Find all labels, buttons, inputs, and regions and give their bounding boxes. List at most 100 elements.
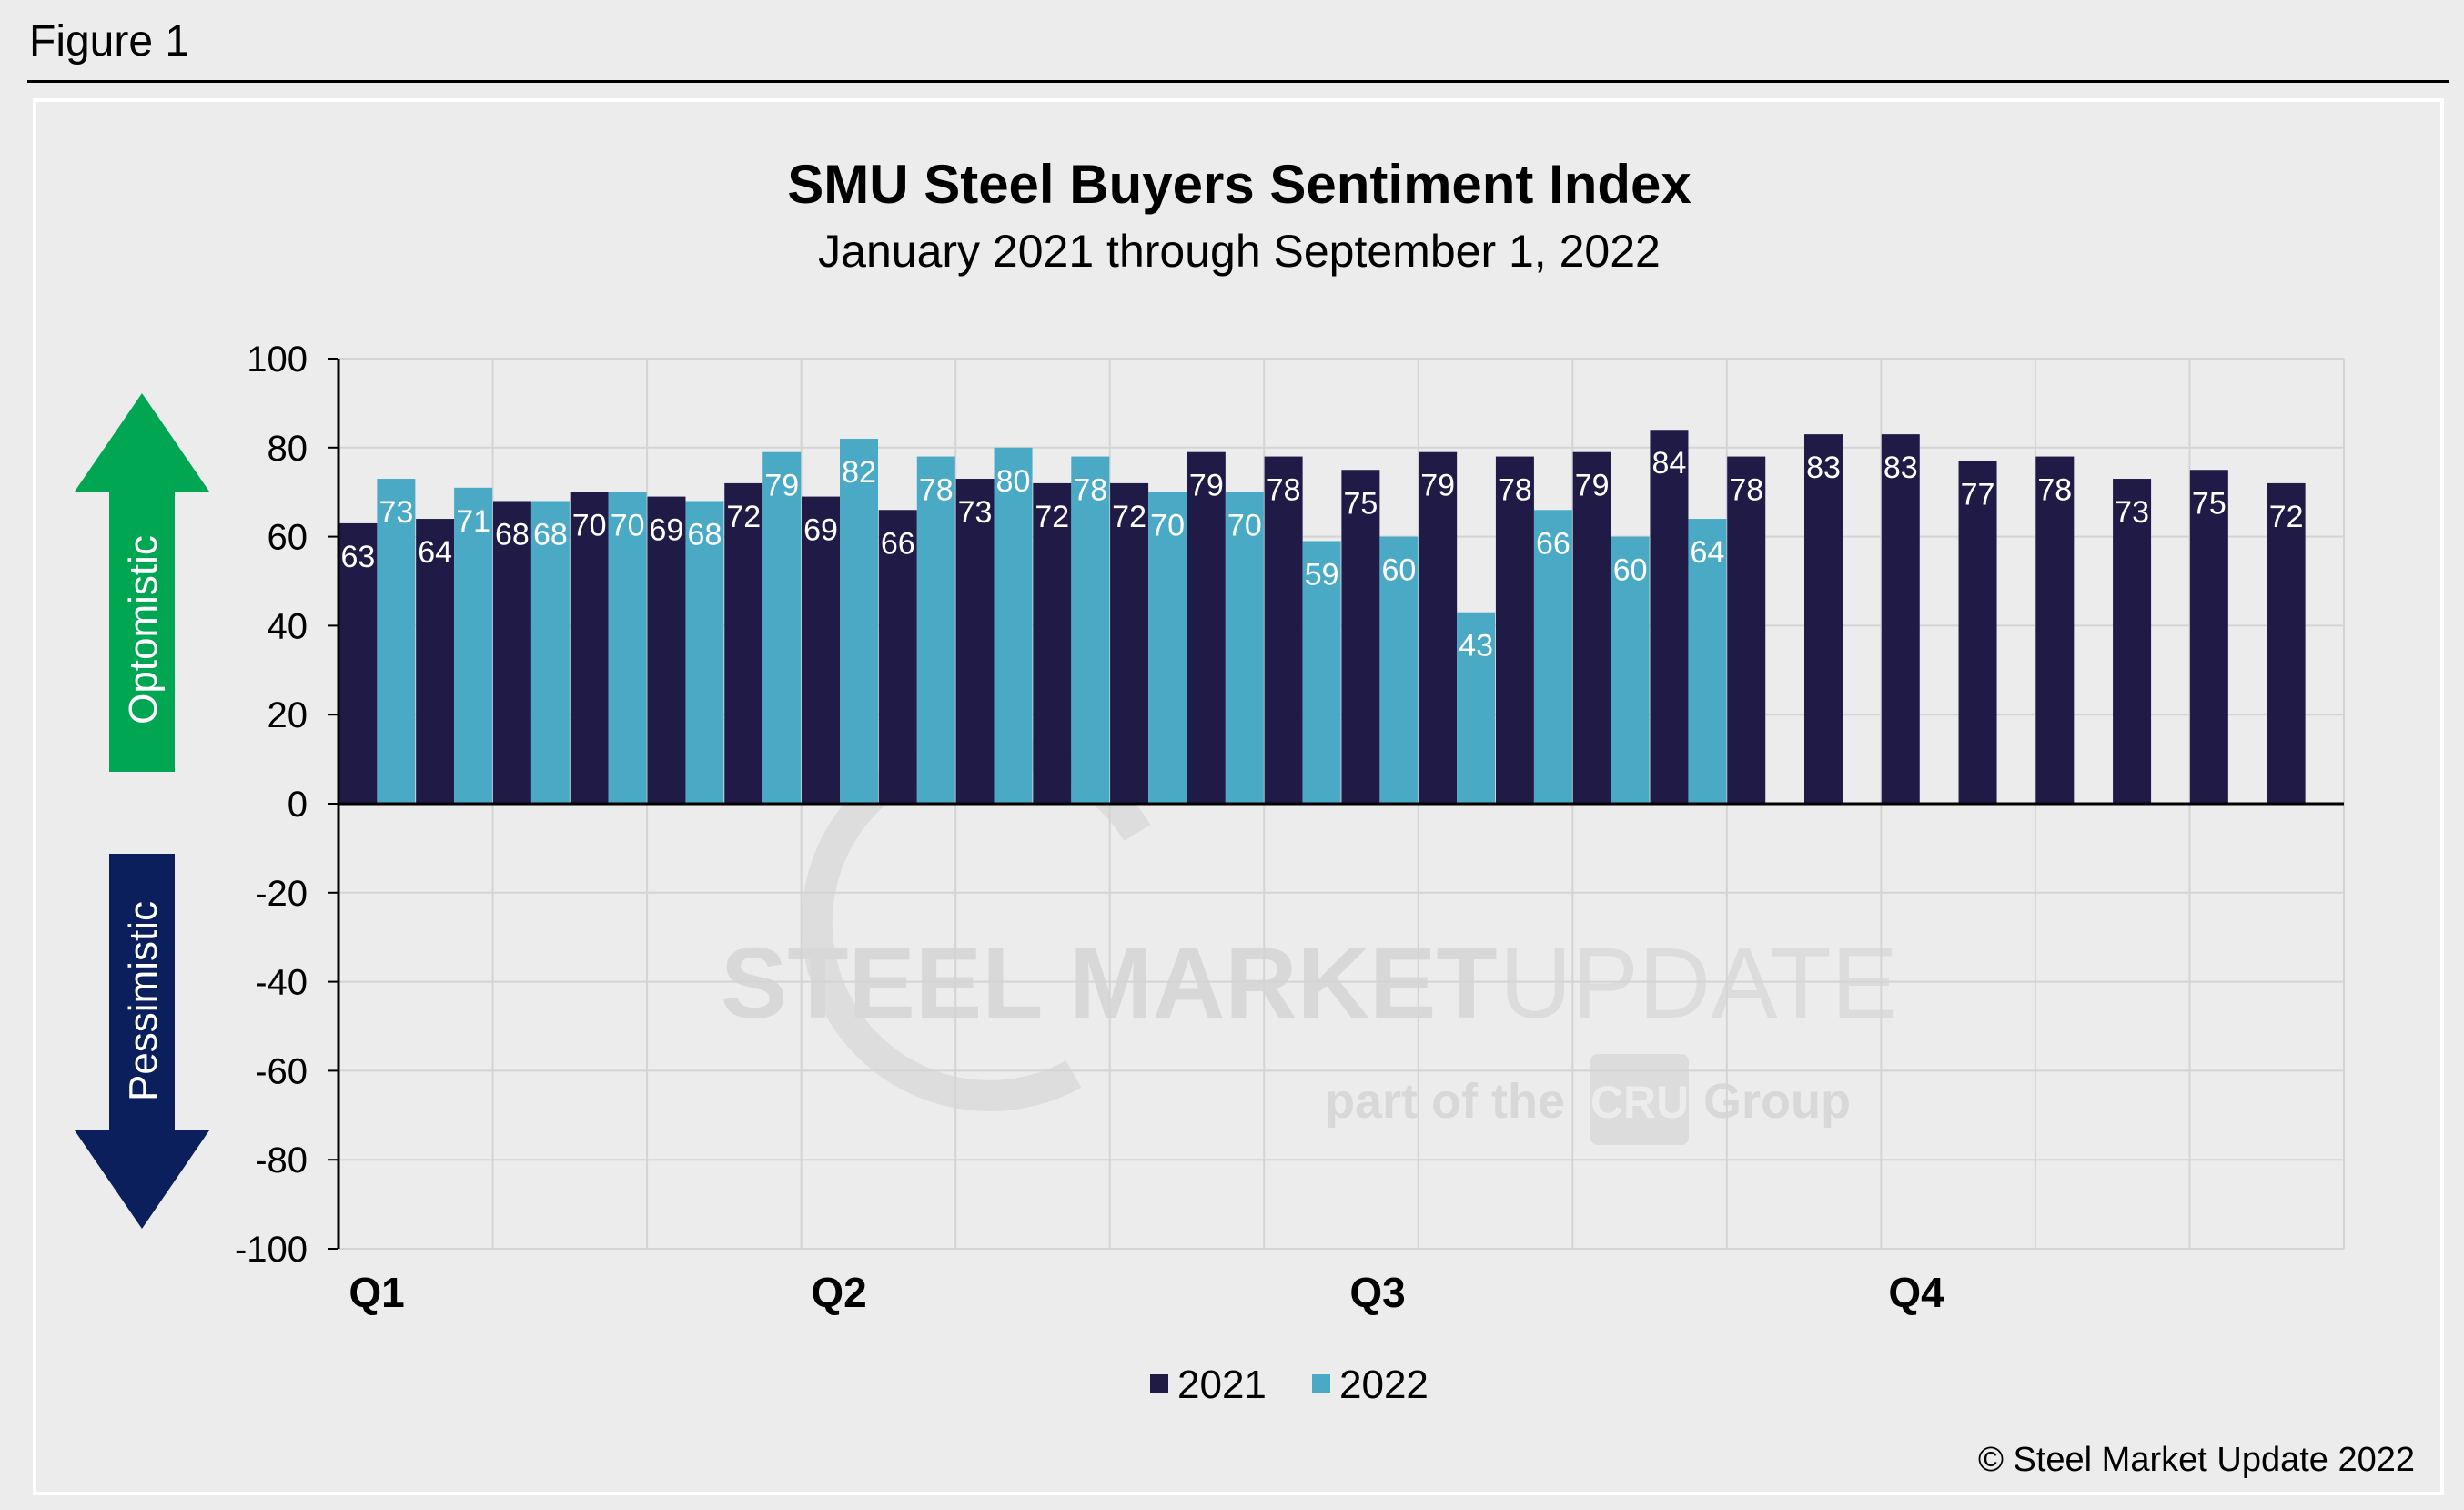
bar-2022 (1533, 510, 1572, 804)
y-tick-label: 100 (247, 339, 308, 380)
bar-2022 (1379, 536, 1419, 804)
quarter-label: Q1 (348, 1269, 404, 1316)
watermark-logo-text: CRU (1590, 1077, 1689, 1128)
bars (338, 430, 2306, 804)
y-tick-label: 0 (288, 785, 308, 825)
data-label-2021: 68 (495, 517, 530, 552)
data-label-2021: 78 (2037, 473, 2072, 508)
data-label-2021: 72 (2269, 500, 2304, 534)
bar-2022 (608, 492, 647, 804)
legend-label-2022: 2022 (1339, 1363, 1429, 1407)
bar-2022 (530, 501, 570, 804)
optimistic-label: Optomistic (121, 535, 166, 725)
data-label-2021: 78 (1498, 473, 1532, 508)
data-label-2021: 63 (340, 540, 375, 574)
bar-2022 (1457, 612, 1496, 804)
pessimistic-label: Pessimistic (121, 901, 166, 1101)
y-tick-label: 20 (268, 695, 308, 735)
bar-2021 (2035, 456, 2075, 804)
watermark-line2-prefix: part of the (1325, 1074, 1565, 1129)
data-label-2022: 60 (1381, 553, 1416, 588)
bar-2022 (454, 487, 493, 804)
bar-2021 (1572, 451, 1611, 804)
data-label-2021: 73 (958, 495, 993, 530)
watermark-line1-light: UPDATE (1500, 927, 1898, 1039)
bar-2021 (1727, 456, 1766, 804)
data-label-2022: 66 (1536, 526, 1570, 561)
copyright: © Steel Market Update 2022 (1978, 1441, 2415, 1479)
data-label-2021: 83 (1806, 451, 1841, 485)
data-label-2022: 70 (1150, 509, 1185, 543)
data-label-2021: 75 (2192, 486, 2227, 521)
data-label-2022: 71 (456, 504, 490, 539)
bar-2022 (840, 439, 878, 804)
bar-2021 (2267, 482, 2306, 804)
data-label-2021: 84 (1652, 446, 1687, 481)
data-label-2021: 79 (1575, 469, 1610, 503)
data-label-2022: 78 (919, 473, 954, 508)
data-label-2021: 78 (1267, 473, 1301, 508)
legend-swatch-2021 (1150, 1374, 1168, 1393)
data-label-2022: 82 (842, 455, 876, 490)
bar-2021 (2113, 479, 2152, 804)
data-label-2022: 60 (1613, 553, 1648, 588)
bar-2021 (802, 496, 840, 804)
bar-2022 (1611, 536, 1650, 804)
quarter-labels: Q1 Q2 Q3 Q4 (348, 1269, 1944, 1316)
bar-2021 (1881, 434, 1920, 804)
bar-2021 (1341, 470, 1380, 804)
bar-2021 (416, 519, 455, 804)
data-label-2022: 73 (379, 495, 413, 530)
y-axis-ticks: 100 80 60 40 20 0 -20 -40 -60 -80 -100 (235, 339, 338, 1270)
down-arrow-shape (75, 854, 209, 1229)
chart-frame (33, 98, 2444, 1495)
data-label-2021: 79 (1189, 469, 1224, 503)
data-label-2022: 64 (1691, 535, 1725, 570)
optimistic-arrow: Optomistic (75, 393, 209, 772)
bar-2022 (994, 447, 1033, 804)
y-tick-label: -60 (255, 1051, 308, 1091)
bar-2022 (1225, 492, 1264, 804)
y-tick-label: -20 (255, 874, 308, 914)
watermark-line2-suffix: Group (1703, 1074, 1851, 1129)
bar-2021 (1650, 430, 1689, 804)
bar-2022 (377, 479, 416, 804)
y-tick-label: -80 (255, 1140, 308, 1181)
data-label-2021: 66 (881, 526, 915, 561)
data-label-2022: 68 (688, 517, 722, 552)
up-arrow-shape (75, 393, 209, 772)
bar-2021 (492, 501, 531, 804)
bar-2021 (338, 522, 378, 804)
y-tick-label: 80 (268, 429, 308, 469)
y-tick-label: 40 (268, 606, 308, 646)
bar-2022 (1148, 492, 1187, 804)
watermark-logo-box (1590, 1054, 1689, 1145)
data-label-2021: 79 (1420, 469, 1455, 503)
bar-2021 (1495, 456, 1534, 804)
data-label-2021: 73 (2115, 495, 2149, 530)
y-tick-label: -40 (255, 963, 308, 1003)
bar-2022 (762, 451, 802, 804)
data-label-2021: 83 (1883, 451, 1918, 485)
y-tick-label: 60 (268, 518, 308, 558)
bar-2021 (1958, 461, 1997, 804)
data-label-2022: 80 (996, 464, 1031, 499)
bar-2021 (1033, 482, 1072, 804)
axes (337, 359, 2344, 1249)
y-tick-label: -100 (235, 1230, 308, 1270)
data-label-2021: 72 (1035, 500, 1069, 534)
quarter-label: Q2 (811, 1269, 866, 1316)
bar-2021 (647, 496, 686, 804)
data-label-2021: 72 (726, 500, 761, 534)
data-label-2021: 72 (1112, 500, 1146, 534)
bar-2021 (1804, 434, 1843, 804)
bar-2021 (1264, 456, 1303, 804)
bar-2021 (1110, 482, 1149, 804)
bar-2021 (570, 492, 609, 804)
bar-2021 (2189, 470, 2228, 804)
bar-2022 (1688, 519, 1727, 804)
chart-title: SMU Steel Buyers Sentiment Index (787, 154, 1691, 215)
legend: 2021 2022 (1150, 1363, 1429, 1407)
data-label-2021: 69 (650, 513, 684, 548)
